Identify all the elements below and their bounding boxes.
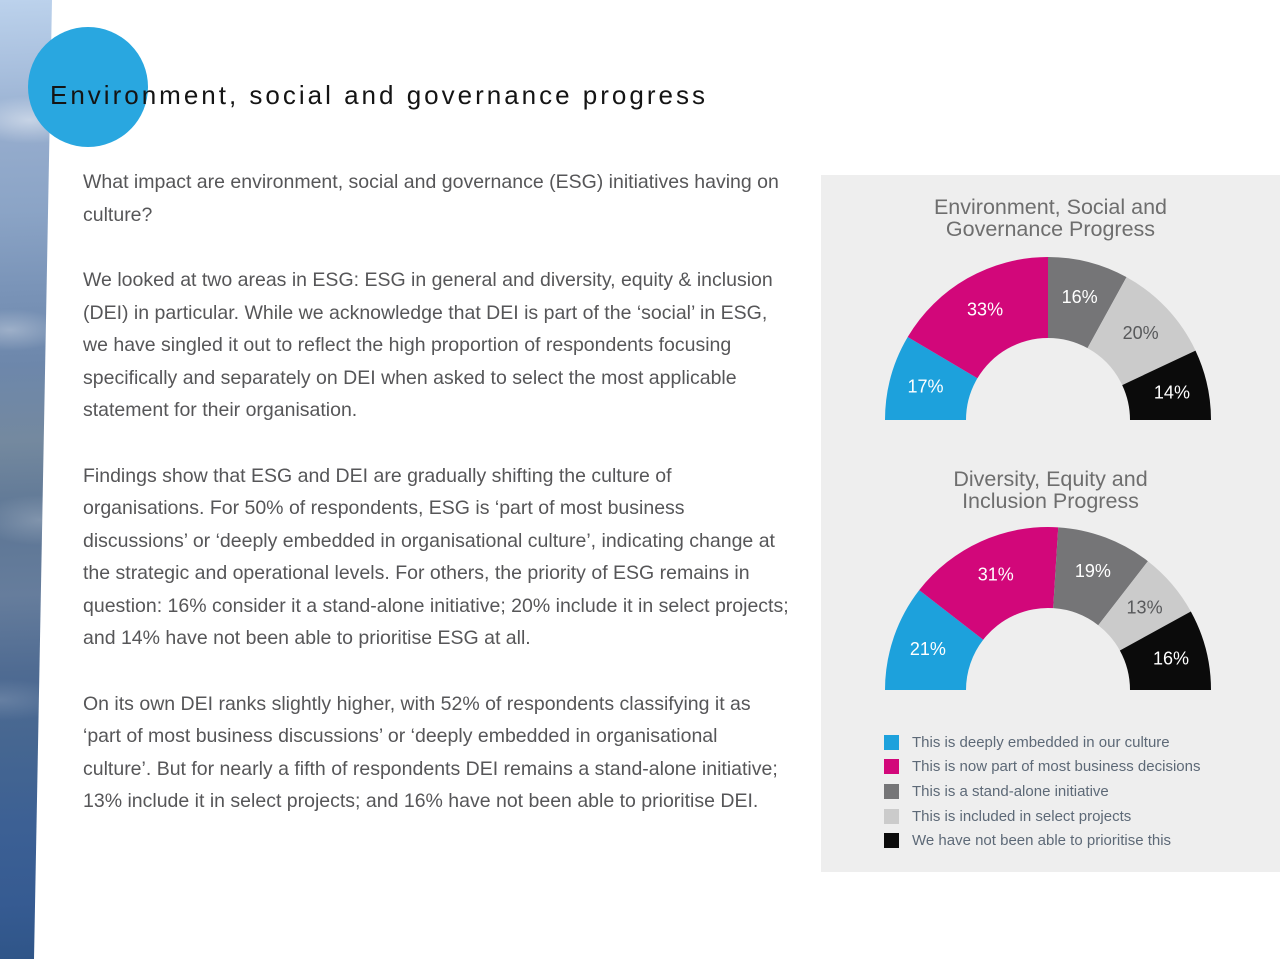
legend-item: We have not been able to prioritise this bbox=[884, 828, 1200, 853]
gauge-segment-label: 14% bbox=[1154, 382, 1190, 402]
gauge-segment bbox=[1119, 611, 1211, 690]
legend-item: This is now part of most business decisi… bbox=[884, 755, 1200, 780]
gauge-segment-label: 16% bbox=[1062, 287, 1098, 307]
dei-progress-gauge-chart: 21% 31% 19% 13% 16% bbox=[885, 527, 1211, 690]
legend-item: This is included in select projects bbox=[884, 804, 1200, 829]
gauge-segment-label: 16% bbox=[1153, 648, 1189, 668]
gauge-segment-label: 17% bbox=[907, 376, 943, 396]
paragraph-two-areas: We looked at two areas in ESG: ESG in ge… bbox=[83, 269, 773, 421]
gauge-segment-label: 19% bbox=[1075, 561, 1111, 581]
gauge-segment bbox=[885, 590, 984, 690]
esg-progress-gauge-chart: 17% 33% 16% 20% 14% bbox=[885, 257, 1211, 420]
chart-panel: Environment, Social and Governance Progr… bbox=[821, 175, 1280, 872]
gauge-segment bbox=[919, 527, 1059, 640]
legend-label: We have not been able to prioritise this bbox=[912, 832, 1172, 850]
legend-label: This is a stand-alone initiative bbox=[912, 782, 1109, 800]
gauge-segment bbox=[1053, 527, 1148, 626]
legend-item: This is a stand-alone initiative bbox=[884, 779, 1200, 804]
gauge-segment bbox=[885, 337, 978, 420]
gauge-segment-label: 21% bbox=[910, 639, 946, 659]
gauge-segment-label: 20% bbox=[1123, 323, 1159, 343]
legend-label: This is deeply embedded in our culture bbox=[912, 733, 1170, 751]
accent-circle bbox=[28, 27, 148, 147]
chart-legend: This is deeply embedded in our culture Th… bbox=[884, 730, 1200, 853]
body-copy: What impact are environment, social and … bbox=[83, 166, 789, 851]
esg-chart-title: Environment, Social and Governance Progr… bbox=[933, 195, 1168, 241]
legend-label: This is included in select projects bbox=[912, 807, 1132, 825]
gauge-segment-label: 13% bbox=[1127, 598, 1163, 618]
paragraph-findings: Findings show that ESG and DEI are gradu… bbox=[83, 464, 789, 650]
legend-swatch bbox=[884, 808, 899, 824]
cloud-sky-strip bbox=[0, 0, 52, 959]
gauge-segment-label: 33% bbox=[967, 300, 1003, 320]
paragraph-dei: On its own DEI ranks slightly higher, wi… bbox=[83, 692, 778, 813]
gauge-segment-label: 31% bbox=[978, 564, 1014, 584]
gauge-segment bbox=[1098, 561, 1191, 651]
legend-label: This is now part of most business decisi… bbox=[912, 758, 1201, 776]
legend-swatch bbox=[884, 759, 899, 775]
gauge-segment bbox=[1087, 277, 1196, 386]
legend-swatch bbox=[884, 783, 899, 799]
legend-swatch bbox=[884, 833, 899, 849]
page-title: Environment, social and governance progr… bbox=[50, 80, 708, 111]
gauge-segment bbox=[1048, 257, 1127, 349]
dei-chart-title: Diversity, Equity and Inclusion Progress bbox=[953, 467, 1148, 513]
legend-swatch bbox=[884, 734, 899, 750]
paragraph-intro: What impact are environment, social and … bbox=[83, 171, 779, 226]
gauge-segment bbox=[1122, 350, 1211, 420]
legend-item: This is deeply embedded in our culture bbox=[884, 730, 1200, 755]
gauge-segment bbox=[907, 257, 1048, 379]
